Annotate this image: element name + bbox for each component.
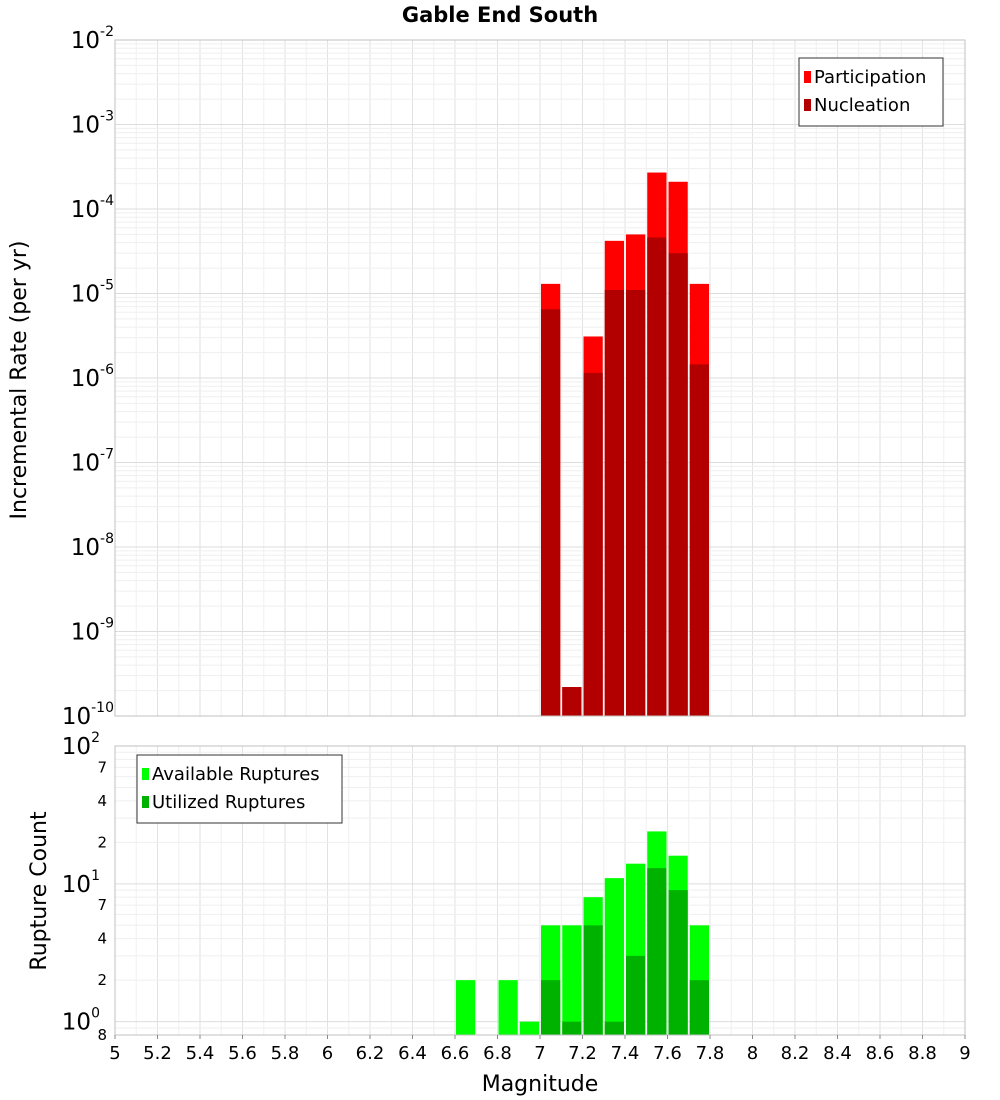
bottom-y-tick-label-minor: 4 — [97, 792, 107, 810]
x-tick-label: 8.6 — [866, 1043, 895, 1064]
x-tick-label: 5.4 — [186, 1043, 215, 1064]
top-legend-box — [798, 57, 944, 127]
x-tick-label: 7.8 — [696, 1043, 725, 1064]
bottom-bar-utilized-ruptures — [604, 1021, 624, 1035]
top-bar-nucleation — [626, 290, 646, 716]
x-tick-label: 7.2 — [568, 1043, 597, 1064]
top-legend-label: Nucleation — [814, 95, 910, 116]
bottom-bar-available-ruptures — [519, 1021, 539, 1035]
x-tick-label: 6.8 — [483, 1043, 512, 1064]
x-tick-label: 6 — [322, 1043, 333, 1064]
bottom-y-tick-label-minor: 4 — [97, 930, 107, 948]
bottom-y-axis-label: Rupture Count — [27, 811, 52, 971]
top-y-tick-label: 10-4 — [71, 193, 114, 223]
x-tick-label: 5.8 — [271, 1043, 300, 1064]
x-axis-label: Magnitude — [482, 1072, 599, 1097]
chart-title: Gable End South — [402, 3, 598, 27]
x-tick-label: 7 — [534, 1043, 545, 1064]
bottom-bar-utilized-ruptures — [562, 1021, 582, 1035]
bottom-bar-available-ruptures — [498, 980, 518, 1035]
top-bar-nucleation — [541, 309, 561, 716]
bottom-legend-swatch — [142, 796, 149, 808]
bottom-bar-available-ruptures — [456, 980, 476, 1035]
top-y-tick-label: 10-3 — [71, 109, 114, 139]
bottom-y-tick-label-major: 101 — [62, 868, 100, 898]
x-tick-label: 6.4 — [398, 1043, 427, 1064]
top-y-tick-label: 10-7 — [71, 447, 114, 477]
top-y-tick-label: 10-2 — [71, 24, 114, 54]
bottom-bar-utilized-ruptures — [668, 890, 688, 1035]
top-legend-label: Participation — [814, 67, 926, 88]
bottom-y-tick-label-major: 102 — [62, 730, 100, 760]
bottom-y-tick-label-minor: 7 — [97, 896, 107, 914]
top-plot-panel: 10-10 10-9 10-8 10-7 10-6 10-5 10-4 10-3 10-2 Par… — [62, 24, 966, 730]
top-legend-swatch — [804, 99, 811, 111]
bottom-y-tick-label-minor: 8 — [97, 1026, 107, 1044]
x-axis-ticks: 5 5.2 5.4 5.6 5.8 6 6.2 6.4 6.6 6.8 7 7.2 7.4 7.6 7.8 8… — [109, 1035, 971, 1064]
bottom-legend-box — [136, 754, 343, 824]
bottom-bar-utilized-ruptures — [583, 925, 603, 1035]
top-legend-swatch — [804, 71, 811, 83]
bottom-legend-swatch — [142, 768, 149, 780]
x-tick-label: 9 — [959, 1043, 970, 1064]
top-y-axis-label: Incremental Rate (per yr) — [7, 241, 32, 520]
bottom-bar-utilized-ruptures — [626, 955, 646, 1035]
bottom-bar-utilized-ruptures — [647, 868, 667, 1035]
bottom-bar-available-ruptures — [604, 878, 624, 1035]
bottom-bar-utilized-ruptures — [541, 980, 561, 1035]
top-y-tick-label: 10-5 — [71, 278, 114, 308]
x-tick-label: 5.2 — [143, 1043, 172, 1064]
top-bar-nucleation — [604, 290, 624, 716]
bottom-y-tick-label-major: 100 — [62, 1006, 100, 1036]
bottom-y-tick-label-minor: 2 — [97, 833, 107, 851]
x-tick-label: 8.2 — [781, 1043, 810, 1064]
x-tick-label: 7.4 — [611, 1043, 640, 1064]
x-tick-label: 8 — [747, 1043, 758, 1064]
bottom-y-tick-label-minor: 7 — [97, 758, 107, 776]
bottom-y-tick-label-minor: 2 — [97, 971, 107, 989]
top-bar-nucleation — [689, 364, 709, 716]
bottom-plot-panel: 100 101 102 8 2 4 7 2 4 7 Available Ruptures Utiliz… — [62, 730, 966, 1044]
x-tick-label: 8.8 — [908, 1043, 937, 1064]
x-tick-label: 8.4 — [823, 1043, 852, 1064]
x-tick-label: 5.6 — [228, 1043, 257, 1064]
top-y-tick-label: 10-8 — [71, 531, 114, 561]
bottom-legend-label: Utilized Ruptures — [152, 792, 305, 813]
top-plot-border — [114, 39, 966, 717]
top-bar-nucleation — [562, 687, 582, 716]
bottom-legend-label: Available Ruptures — [152, 764, 320, 785]
top-bar-nucleation — [583, 372, 603, 716]
top-bar-nucleation — [647, 237, 667, 717]
top-y-tick-label: 10-9 — [71, 616, 114, 646]
x-tick-label: 7.6 — [653, 1043, 682, 1064]
x-tick-label: 5 — [109, 1043, 120, 1064]
bottom-bar-utilized-ruptures — [689, 980, 709, 1035]
x-tick-label: 6.6 — [441, 1043, 470, 1064]
top-y-tick-label: 10-10 — [62, 700, 114, 730]
top-y-tick-label: 10-6 — [71, 362, 114, 392]
bottom-bar-available-ruptures — [562, 925, 582, 1035]
x-tick-label: 6.2 — [356, 1043, 385, 1064]
top-bar-nucleation — [668, 253, 688, 716]
